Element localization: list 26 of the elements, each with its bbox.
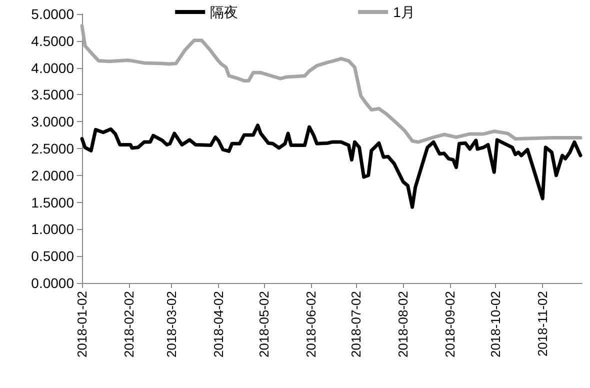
y-tick-label: 1.0000 [31,221,74,238]
x-tick-label: 2018-10-02 [488,291,504,358]
y-tick-label: 4.5000 [31,32,74,49]
y-tick-label: 2.0000 [31,167,74,184]
x-tick-label: 2018-11-02 [535,291,550,357]
x-tick-label: 2018-09-02 [442,291,458,358]
y-tick-label: 1.5000 [31,194,74,210]
x-tick-label: 2018-08-02 [396,291,411,358]
y-tick-label: 5.0000 [31,6,74,22]
legend-label: 隔夜 [210,4,238,20]
x-tick-label: 2018-07-02 [348,291,364,358]
y-tick-label: 2.5000 [31,140,74,156]
y-tick-label: 4.0000 [31,60,74,76]
line-series [80,24,582,144]
legend-label: 1月 [393,4,415,20]
x-tick-label: 2018-04-02 [210,291,226,358]
line-series [80,124,582,209]
x-tick-label: 2018-06-02 [303,291,318,358]
x-tick-label: 2018-03-02 [164,291,179,358]
y-tick-label: 3.5000 [31,86,74,103]
x-tick-label: 2018-02-02 [121,291,136,358]
x-tick-label: 2018-01-02 [74,291,90,358]
y-tick-label: 0.5000 [31,248,74,264]
x-tick-label: 2018-05-02 [256,291,272,358]
y-tick-label: 3.0000 [31,114,74,130]
y-tick-label: 0.0000 [31,275,74,291]
